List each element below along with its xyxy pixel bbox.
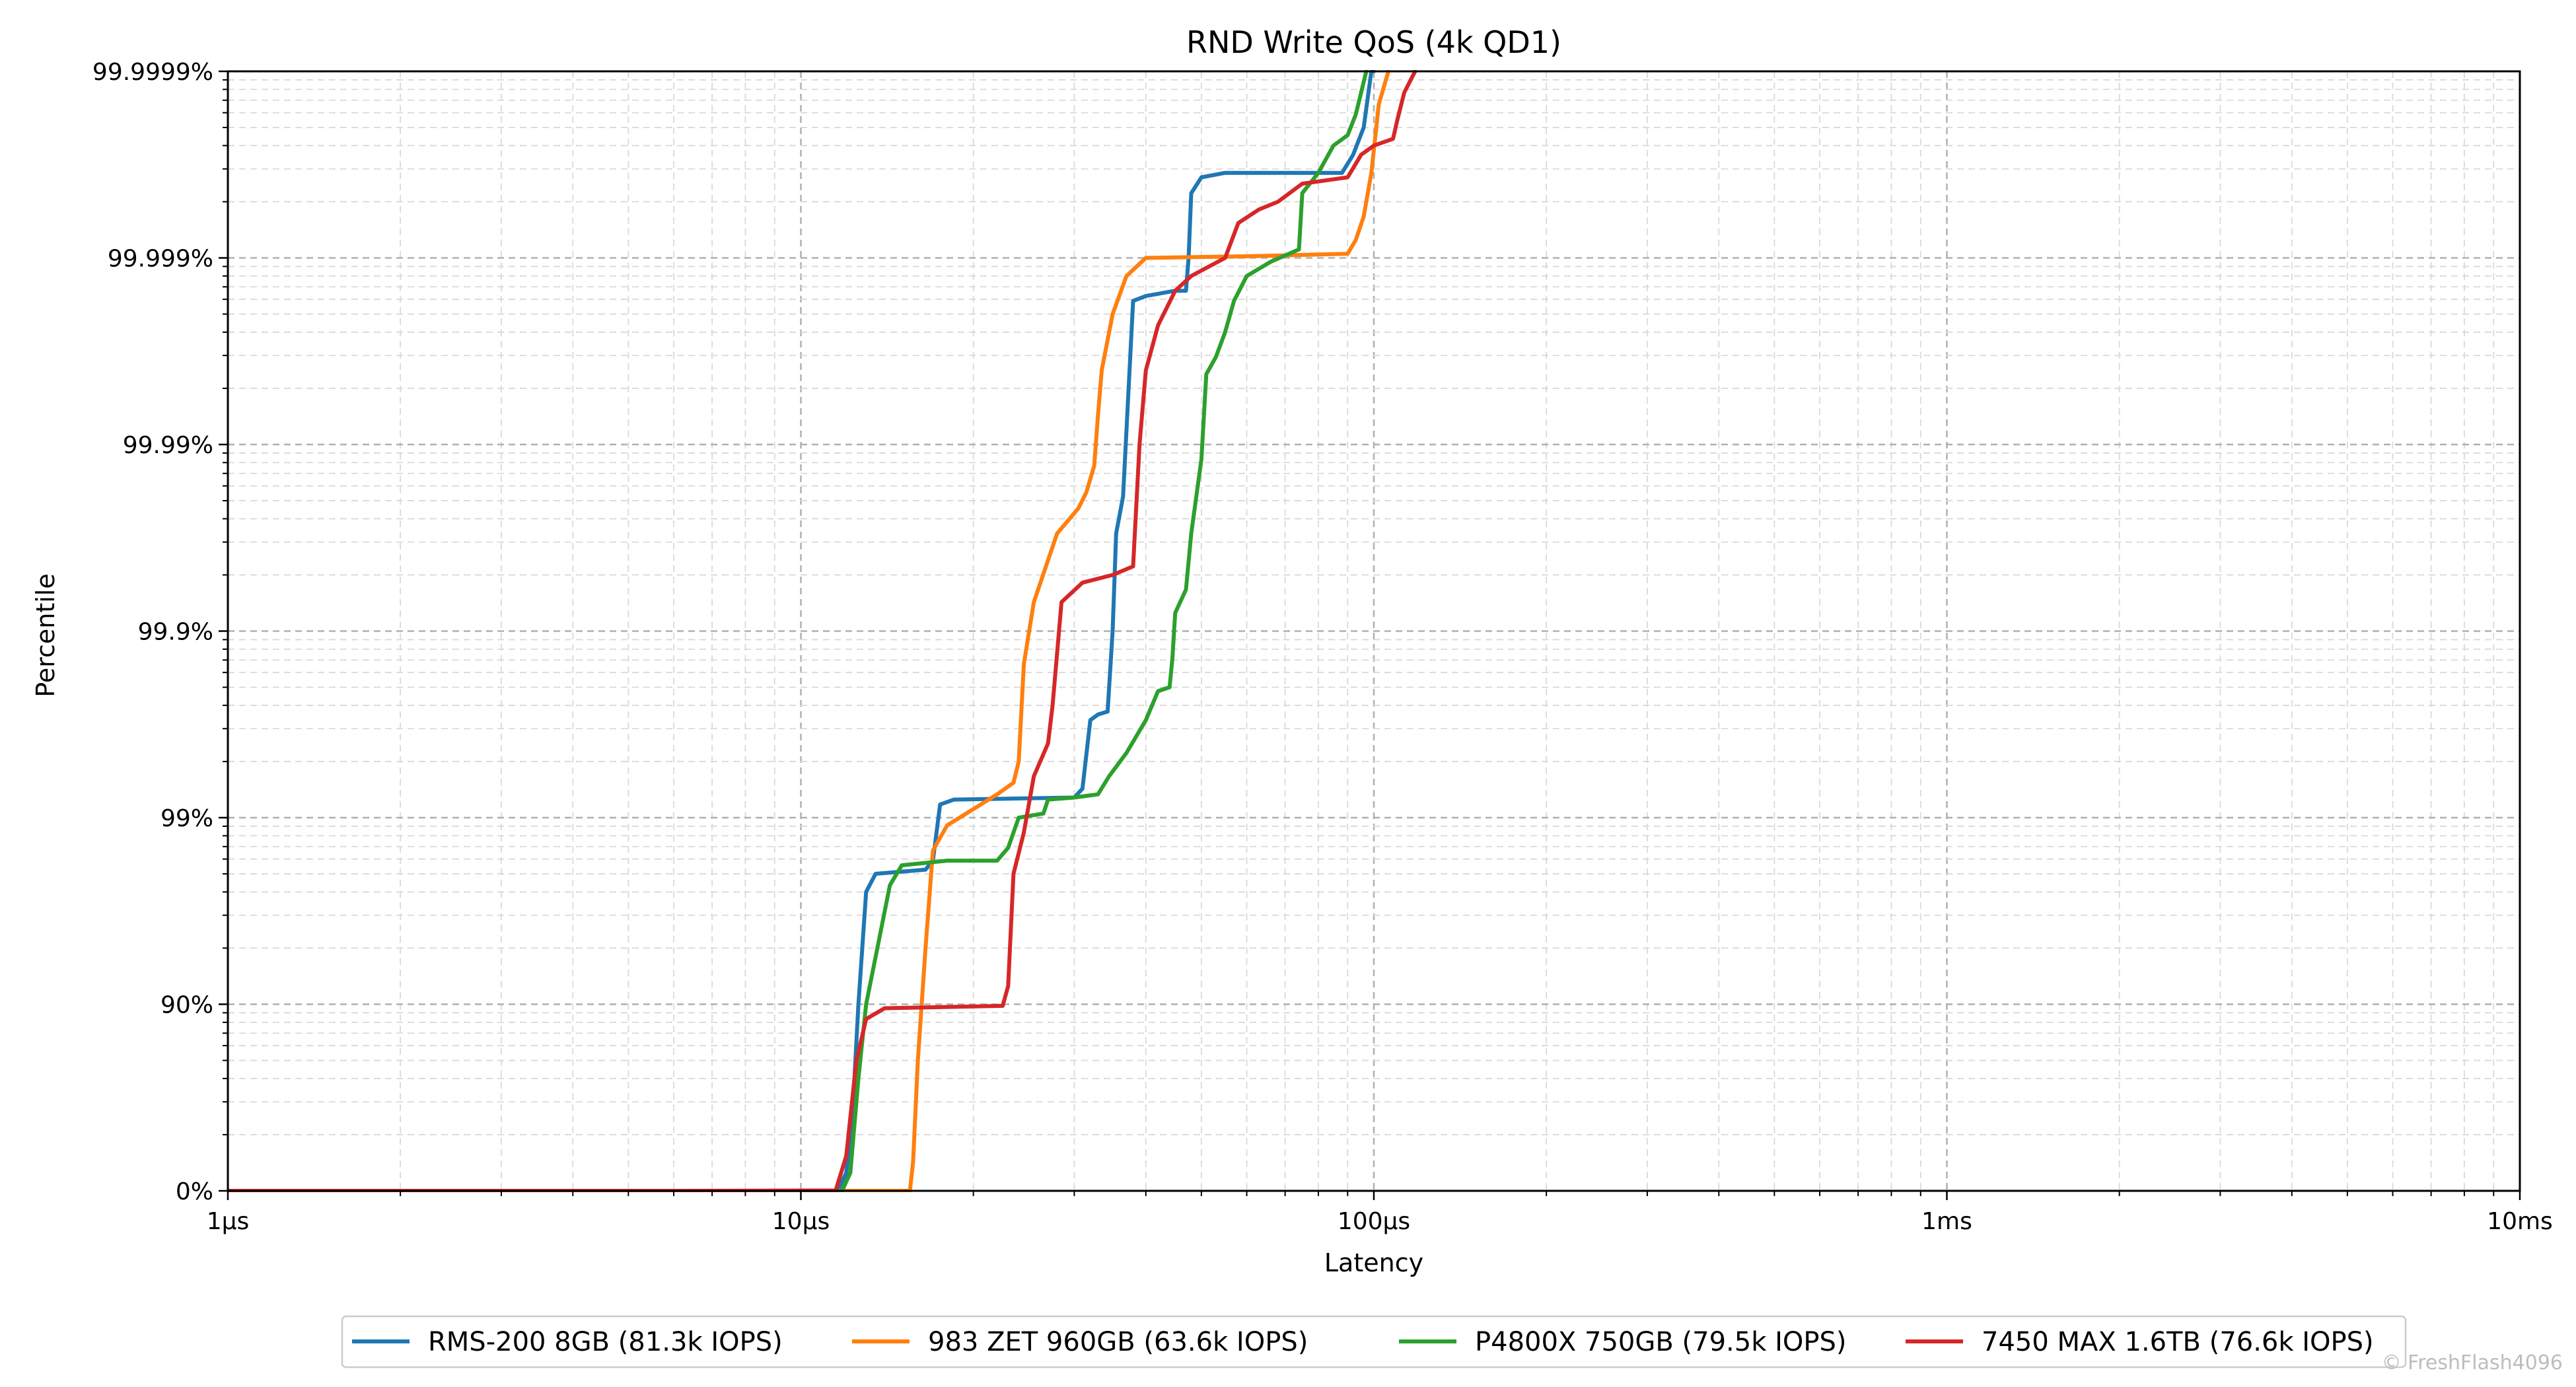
y-axis-title: Percentile [31, 573, 60, 697]
legend-label: RMS-200 8GB (81.3k IOPS) [428, 1327, 783, 1357]
y-tick-label: 99.99% [123, 432, 213, 459]
series-line-3 [228, 70, 1369, 1192]
y-tick-label: 99.999% [108, 246, 213, 273]
y-tick-label: 99.9% [138, 619, 213, 646]
series-line-4 [228, 70, 1417, 1192]
legend-box [341, 1315, 2407, 1369]
chart-title: RND Write QoS (4k QD1) [1186, 24, 1561, 60]
series-line-1 [228, 70, 1376, 1192]
legend-label: 983 ZET 960GB (63.6k IOPS) [928, 1327, 1308, 1357]
x-tick-label: 10µs [772, 1208, 830, 1235]
y-tick-label: 90% [161, 992, 213, 1019]
legend-label: 7450 MAX 1.6TB (76.6k IOPS) [1982, 1327, 2374, 1357]
x-tick-label: 10ms [2487, 1208, 2553, 1235]
y-tick-label: 99% [161, 805, 213, 832]
y-tick-label: 99.9999% [92, 59, 213, 86]
axis-ticks: 1µs 10µs 100µs 1ms 10ms 0% 90% 99% 99.9% 99.99% 99… [92, 59, 2553, 1235]
legend-label: P4800X 750GB (79.5k IOPS) [1475, 1327, 1846, 1357]
series-line-2 [228, 70, 1390, 1192]
legend: RMS-200 8GB (81.3k IOPS) 983 ZET 960GB (6… [341, 1315, 2407, 1369]
x-tick-label: 1ms [1921, 1208, 1972, 1235]
y-tick-label: 0% [176, 1178, 213, 1205]
series-lines [228, 70, 1417, 1192]
watermark: © FreshFlash4096 [2382, 1351, 2563, 1374]
x-tick-label: 100µs [1338, 1208, 1410, 1235]
x-axis-title: Latency [1324, 1248, 1423, 1277]
x-tick-label: 1µs [207, 1208, 250, 1235]
